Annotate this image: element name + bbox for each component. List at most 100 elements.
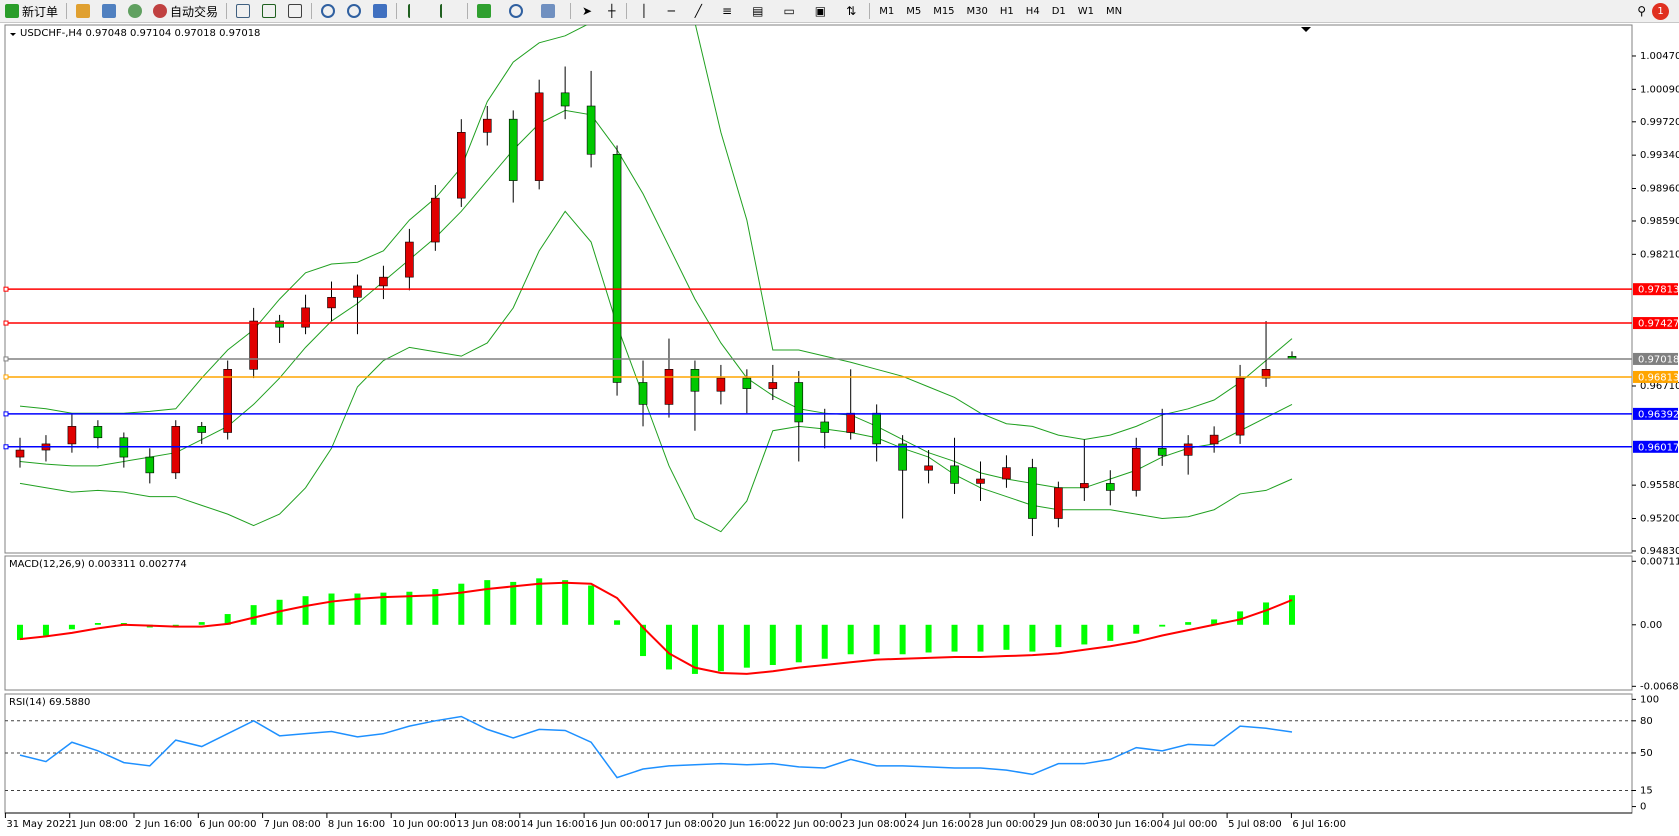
icon-button[interactable] [408, 4, 424, 18]
macd-tick-label: 0.00711 [1640, 556, 1679, 567]
arrows[interactable]: ⇅ [846, 4, 857, 18]
x-tick-label: 13 Jun 08:00 [457, 819, 521, 830]
x-tick-label: 1 Jun 08:00 [71, 819, 128, 830]
candle-body [820, 421, 830, 433]
auto-trade-button[interactable]: 自动交易 [148, 1, 223, 21]
macd-bar [1055, 624, 1062, 648]
macd-bar [302, 596, 309, 625]
label-tool[interactable]: ▣ [814, 4, 827, 18]
candle-body [1183, 443, 1193, 456]
timeframe-button[interactable]: M5 [906, 5, 922, 17]
macd-bar [614, 620, 621, 625]
candle-body [353, 285, 362, 298]
timeframe-button[interactable]: D1 [1051, 5, 1066, 17]
new-order-button[interactable]: 新订单 [0, 1, 63, 21]
level-marker [3, 411, 9, 417]
macd-signal [19, 581, 1293, 675]
timeframe-button[interactable]: MN [1106, 5, 1123, 17]
timeframe-button[interactable]: M15 [933, 5, 955, 17]
macd-bar [1133, 624, 1140, 634]
separator [570, 3, 572, 19]
candle-body [457, 132, 466, 199]
macd-bar [691, 624, 698, 674]
macd-tick-label: 0.00 [1640, 620, 1662, 631]
level-marker [3, 356, 9, 362]
level-label-box [1633, 370, 1678, 383]
x-tick-label: 29 Jun 08:00 [1035, 819, 1099, 830]
macd-bar [951, 624, 958, 652]
level-label: 0.96017 [1638, 442, 1679, 453]
candle-body [586, 105, 596, 155]
icon-button[interactable] [440, 4, 456, 18]
crosshair[interactable]: ┼ [608, 4, 616, 18]
bollinger-middle [19, 109, 1293, 489]
candle-body [742, 377, 752, 389]
icon-button[interactable] [128, 4, 143, 18]
x-tick-label: 31 May 2022 [6, 819, 71, 830]
x-tick-label: 23 Jun 08:00 [842, 819, 906, 830]
candle-body [508, 118, 518, 181]
macd-bar [1159, 624, 1166, 627]
icon-button[interactable] [76, 4, 91, 18]
icon-button[interactable] [102, 4, 117, 18]
macd-bar [17, 624, 23, 640]
timeframe-button[interactable]: H1 [999, 5, 1014, 17]
candle-body [327, 297, 336, 309]
macd-bar [588, 585, 595, 625]
x-tick-label: 8 Jun 16:00 [328, 819, 385, 830]
timeframe-button[interactable]: M1 [879, 5, 895, 17]
timeframe-button[interactable]: W1 [1077, 5, 1094, 17]
macd-bar [328, 593, 335, 625]
rsi-panel [4, 693, 1633, 814]
text-tool[interactable]: ▭ [783, 4, 795, 18]
vline[interactable]: │ [640, 4, 648, 18]
tile[interactable] [373, 4, 388, 18]
periods[interactable] [509, 4, 524, 18]
y-tick-label: 0.99340 [1640, 150, 1679, 161]
candle-body [950, 465, 959, 484]
macd-panel [4, 555, 1633, 691]
level-label-box [1633, 440, 1678, 453]
candle-body [612, 153, 622, 383]
candle-body [560, 92, 570, 107]
candle-body [482, 118, 492, 133]
candle-body [223, 369, 232, 433]
zoom-out[interactable] [347, 4, 362, 18]
macd-bar [899, 624, 906, 655]
fibo[interactable]: ▤ [752, 4, 764, 18]
candle-body [976, 478, 985, 484]
candle-body [1028, 467, 1037, 519]
level-label: 0.96813 [1638, 372, 1679, 383]
icon-button[interactable] [262, 4, 277, 18]
chart-title: USDCHF-,H4 0.97048 0.97104 0.97018 0.970… [20, 28, 260, 39]
candle-body [1105, 483, 1115, 491]
label: 新订单 [22, 4, 59, 19]
y-tick-label: 0.96710 [1640, 381, 1679, 392]
templates[interactable] [541, 4, 556, 18]
icon-button[interactable] [288, 4, 303, 18]
macd-bar [250, 605, 257, 625]
search[interactable]: ⚲ [1637, 4, 1646, 18]
macd-bar [536, 578, 543, 625]
notification-badge[interactable]: 1 [1652, 2, 1669, 20]
timeframe-button[interactable]: M30 [966, 5, 988, 17]
hline[interactable]: ─ [667, 4, 675, 18]
toolbar: 新订单 自动交易 ➤ ┼ │ ─ ╱ ≡ ▤ ▭ ▣ ⇅ M1 M5 M15 M30 H… [0, 0, 1679, 23]
rsi-tick-label: 50 [1640, 748, 1653, 759]
x-tick-label: 7 Jun 08:00 [264, 819, 321, 830]
macd-bar [1107, 624, 1114, 641]
candle-body [924, 465, 933, 471]
timeframe-button[interactable]: H4 [1025, 5, 1040, 17]
candle-body [846, 412, 855, 433]
level-label-box [1633, 407, 1678, 420]
separator [311, 3, 313, 19]
macd-bar [847, 624, 854, 655]
indicators[interactable] [477, 4, 492, 18]
zoom-in[interactable] [321, 4, 336, 18]
trendline[interactable]: ╱ [694, 4, 703, 18]
rsi-tick-label: 80 [1640, 716, 1653, 727]
cursor[interactable]: ➤ [582, 4, 593, 18]
icon-button[interactable] [236, 4, 251, 18]
channel[interactable]: ≡ [722, 4, 733, 18]
separator [869, 3, 871, 19]
